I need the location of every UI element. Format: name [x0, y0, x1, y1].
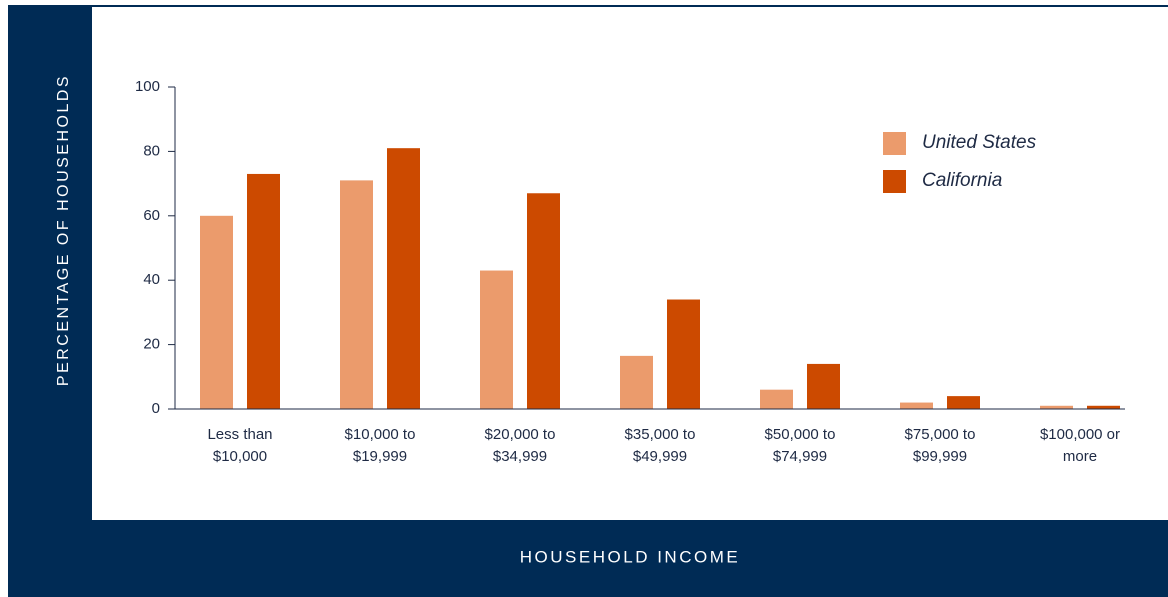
y-tick-label: 60 [143, 207, 160, 224]
bar [527, 193, 560, 409]
bar [760, 389, 793, 409]
bar [387, 148, 420, 409]
bar [340, 180, 373, 409]
x-tick-label: $35,000 to $49,999 [624, 426, 696, 465]
bar [947, 396, 980, 409]
bar [1040, 405, 1073, 409]
y-tick-label: 80 [143, 142, 160, 159]
legend-label: California [922, 170, 1002, 191]
bar [480, 270, 513, 409]
bar [900, 402, 933, 409]
bar [667, 299, 700, 409]
y-tick-label: 0 [152, 400, 160, 417]
x-tick-label: Less than $10,000 [207, 426, 273, 465]
y-tick-label: 20 [143, 336, 160, 353]
x-tick-label: $75,000 to $99,999 [904, 426, 976, 465]
x-tick-label: $10,000 to $19,999 [344, 426, 416, 465]
y-tick-label: 40 [143, 271, 160, 288]
bar [807, 363, 840, 409]
x-tick-label: $50,000 to $74,999 [764, 426, 836, 465]
legend-label: United States [922, 132, 1037, 153]
x-axis-label: HOUSEHOLD INCOME [520, 547, 740, 566]
y-tick-label: 100 [135, 78, 160, 95]
x-tick-label: $100,000 or more [1039, 426, 1121, 465]
y-axis-label: PERCENTAGE OF HOUSEHOLDS [55, 74, 72, 386]
legend-swatch [883, 132, 906, 155]
bar [247, 173, 280, 409]
x-tick-label: $20,000 to $34,999 [484, 426, 556, 465]
bar [200, 215, 233, 409]
bar [1087, 405, 1120, 409]
bar [620, 355, 653, 409]
legend-swatch [883, 170, 906, 193]
